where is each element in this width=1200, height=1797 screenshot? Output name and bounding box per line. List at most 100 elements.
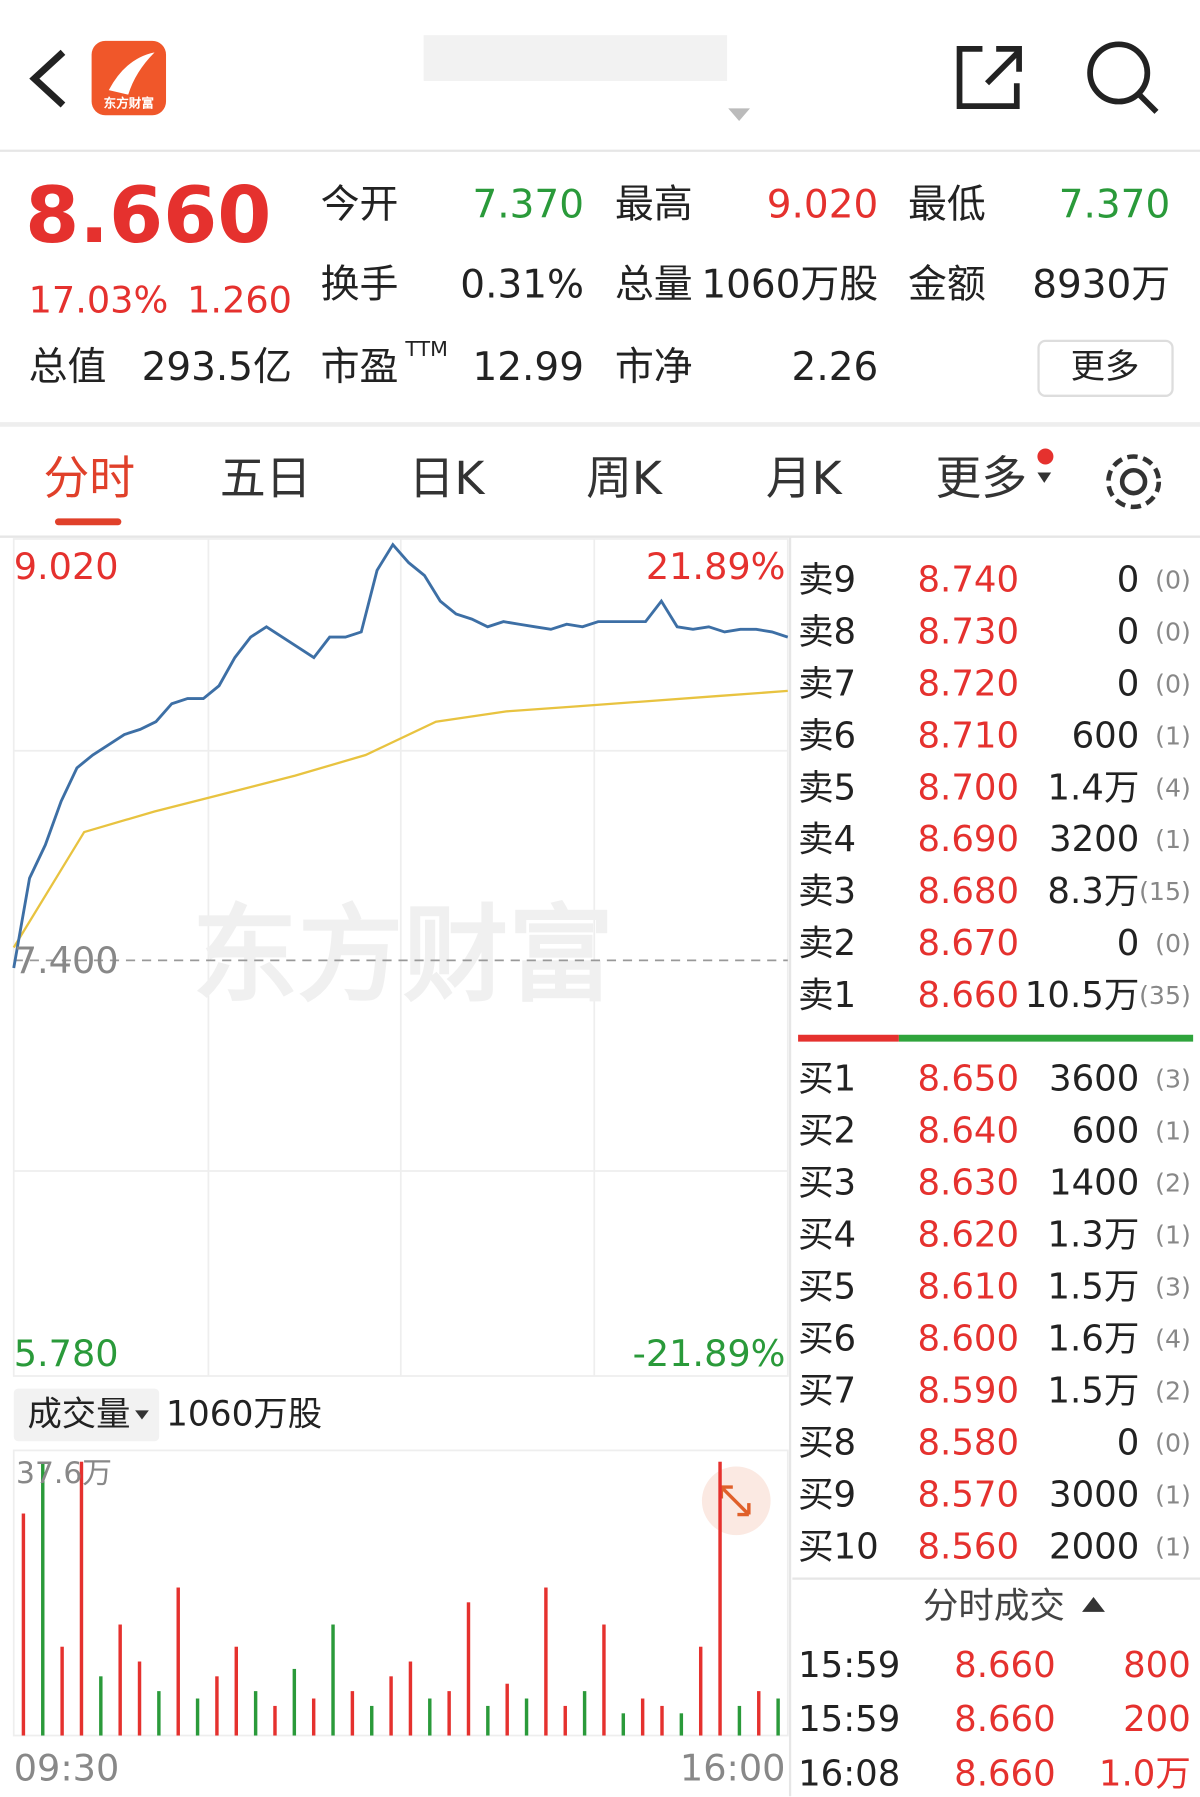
volume-bar	[737, 1705, 742, 1736]
book-price: 8.580	[917, 1422, 1019, 1463]
stat-value: 7.370	[1059, 182, 1170, 227]
more-button-label: 更多	[1071, 347, 1140, 387]
tab[interactable]: 周K	[586, 451, 663, 505]
volume-bar	[215, 1676, 219, 1736]
trade-volume: 1.0万	[1099, 1754, 1191, 1795]
volume-bar	[60, 1646, 64, 1736]
book-price: 8.690	[917, 819, 1019, 860]
volume-bar	[524, 1698, 529, 1736]
volume-bar	[582, 1691, 587, 1736]
book-count: (0)	[1155, 565, 1191, 594]
book-count: (1)	[1155, 825, 1191, 854]
book-count: (4)	[1155, 773, 1191, 802]
tab-underline	[54, 518, 122, 526]
book-price: 8.700	[917, 767, 1019, 808]
tab[interactable]: 更多	[936, 451, 1028, 505]
book-price: 8.560	[917, 1526, 1019, 1567]
stat-value: 8930万	[1032, 263, 1170, 308]
book-price: 8.600	[917, 1318, 1019, 1359]
book-volume: 0	[1117, 1422, 1140, 1463]
volume-total: 1060万股	[166, 1395, 322, 1435]
book-count: (0)	[1155, 929, 1191, 958]
volume-bar	[350, 1691, 355, 1736]
book-label: 买8	[798, 1422, 856, 1463]
volume-bar	[331, 1624, 335, 1736]
book-count: (0)	[1155, 617, 1191, 646]
volume-bar	[137, 1661, 142, 1736]
prev-close-label: 7.400	[14, 939, 119, 982]
stat-label: 市净	[615, 345, 693, 390]
book-label: 买7	[798, 1370, 856, 1411]
last-price: 8.660	[25, 171, 271, 261]
book-volume: 3600	[1049, 1059, 1139, 1100]
y-top-pct: 21.89%	[646, 545, 786, 588]
watermark: 东方财富	[192, 893, 613, 1016]
volume-bar	[176, 1587, 180, 1736]
volume-bar	[563, 1705, 567, 1736]
book-volume: 0	[1117, 663, 1140, 704]
avg-price-line	[12, 689, 788, 949]
book-label: 卖9	[798, 559, 856, 600]
volume-bar	[776, 1698, 780, 1736]
tab[interactable]: 分时	[44, 451, 136, 505]
book-volume: 3200	[1049, 819, 1139, 860]
book-price: 8.710	[917, 715, 1019, 756]
book-volume: 1.4万	[1047, 767, 1139, 808]
trades-title: 分时成交	[923, 1585, 1065, 1626]
book-price: 8.670	[917, 923, 1019, 964]
book-count: (1)	[1155, 1480, 1191, 1509]
volume-bar	[447, 1691, 451, 1736]
volume-bar	[311, 1698, 316, 1736]
book-count: (3)	[1155, 1065, 1191, 1094]
book-volume: 600	[1072, 715, 1140, 756]
logo-mark	[108, 52, 155, 95]
book-price: 8.650	[917, 1059, 1019, 1100]
trade-time: 15:59	[798, 1645, 900, 1686]
volume-bar	[273, 1705, 277, 1736]
tab-caret	[1037, 472, 1052, 483]
stat-value: 12.99	[473, 345, 584, 390]
volume-selector[interactable]	[13, 1388, 160, 1442]
logo-text: 东方财富	[104, 95, 154, 110]
stat-label-sup: TTM	[404, 337, 448, 361]
share-button[interactable]	[956, 46, 1022, 109]
book-label: 卖6	[798, 715, 856, 756]
stat-label: 换手	[321, 263, 399, 308]
book-count: (1)	[1155, 1117, 1191, 1146]
book-volume: 2000	[1049, 1526, 1139, 1567]
search-button[interactable]	[1087, 41, 1159, 114]
stat-value: 293.5亿	[142, 345, 292, 390]
time-end: 16:00	[680, 1746, 786, 1789]
book-label: 买1	[798, 1059, 856, 1100]
stat-label: 总量	[615, 263, 693, 308]
volume-bar	[370, 1705, 374, 1736]
volume-frame	[12, 1449, 789, 1737]
book-label: 买3	[798, 1163, 856, 1204]
y-bottom-label: 5.780	[14, 1332, 119, 1375]
settings-button[interactable]	[1106, 454, 1162, 510]
trade-time: 15:59	[798, 1699, 900, 1740]
stat-label: 市盈	[321, 345, 399, 390]
book-label: 卖4	[798, 819, 856, 860]
tab[interactable]: 五日	[220, 451, 312, 505]
book-price: 8.570	[917, 1474, 1019, 1515]
divider	[0, 422, 1200, 427]
book-count: (1)	[1155, 721, 1191, 750]
back-button[interactable]	[29, 49, 66, 108]
more-button[interactable]	[1037, 339, 1174, 397]
book-label: 买4	[798, 1215, 856, 1256]
book-volume: 600	[1072, 1111, 1140, 1152]
title-dropdown[interactable]	[728, 108, 750, 122]
volume-bar	[679, 1713, 684, 1736]
tab[interactable]: 日K	[409, 451, 486, 505]
time-start: 09:30	[14, 1746, 120, 1789]
volume-bar	[118, 1624, 122, 1736]
book-price: 8.630	[917, 1163, 1019, 1204]
price-line	[12, 542, 789, 969]
stat-label: 总值	[29, 345, 107, 390]
volume-bar	[234, 1646, 238, 1736]
stat-label: 最高	[615, 182, 693, 227]
change: 1.260	[187, 278, 292, 321]
tab[interactable]: 月K	[766, 451, 843, 505]
